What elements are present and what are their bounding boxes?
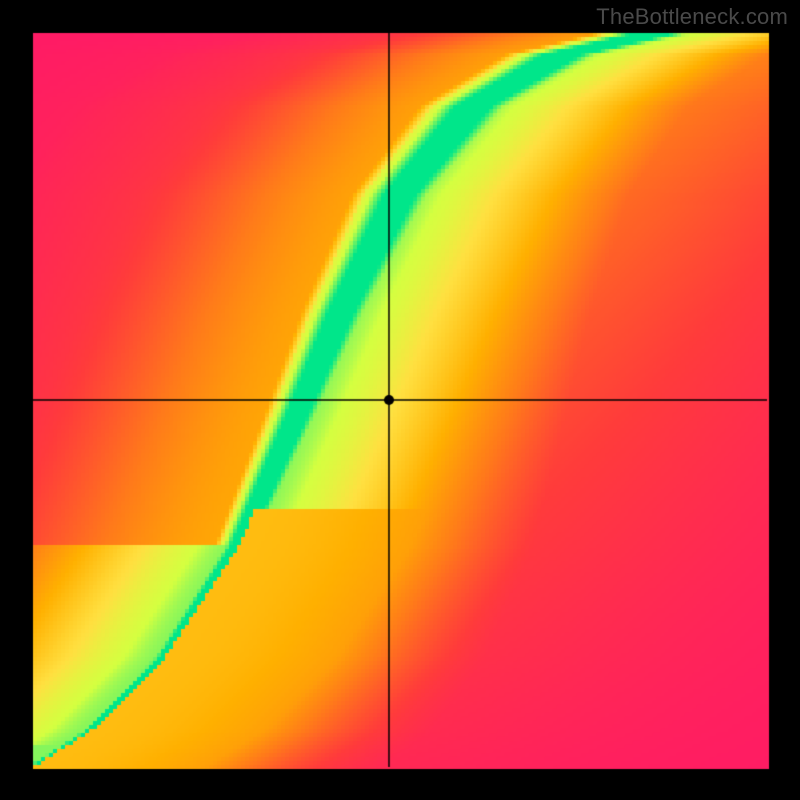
- watermark-label: TheBottleneck.com: [596, 4, 788, 30]
- chart-container: TheBottleneck.com: [0, 0, 800, 800]
- bottleneck-heatmap: [0, 0, 800, 800]
